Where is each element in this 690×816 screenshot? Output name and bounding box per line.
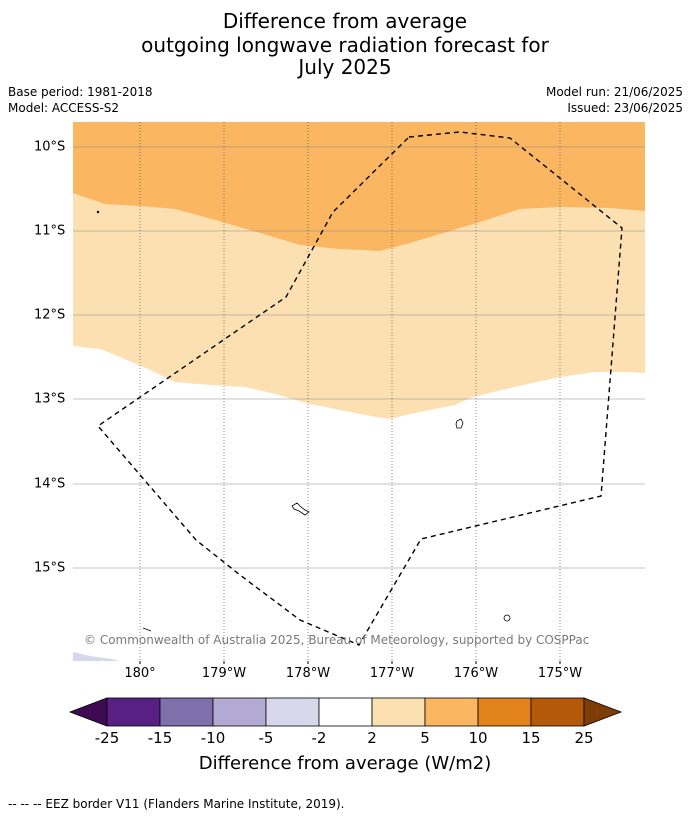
colorbar-tick-label: 25 [574, 729, 594, 747]
copyright-notice: © Commonwealth of Australia 2025, Bureau… [84, 633, 590, 647]
island-dot [96, 210, 100, 214]
lon-label-177w: 177°W [369, 666, 415, 681]
colorbar-tick-label: -15 [147, 729, 173, 747]
colorbar-segment [424, 697, 479, 727]
colorbar-tick-label: -10 [200, 729, 226, 747]
lat-label-10s: 10°S [34, 139, 66, 155]
title-line-3: July 2025 [298, 55, 392, 79]
lat-label-13s: 13°S [34, 391, 66, 407]
lat-label-11s: 11°S [34, 223, 66, 239]
lon-ticks [139, 661, 561, 664]
title-line-1: Difference from average [222, 9, 468, 33]
lon-label-180: 180° [124, 666, 156, 681]
island-fakaofo [455, 418, 464, 429]
model-name: Model: ACCESS-S2 [8, 101, 120, 115]
colorbar-segment [477, 697, 532, 727]
colorbar-segment [265, 697, 320, 727]
colorbar-tick-label: 5 [420, 729, 430, 747]
lon-label-179w: 179°W [201, 666, 247, 681]
colorbar-segment [106, 697, 161, 727]
lon-label-178w: 178°W [285, 666, 331, 681]
anomaly-area-neg-2-5 [73, 652, 120, 661]
colorbar-segment [159, 697, 214, 727]
footer-eez-note: -- -- -- EEZ border V11 (Flanders Marine… [8, 797, 345, 811]
issued-date: Issued: 23/06/2025 [567, 101, 683, 115]
title-line-2: outgoing longwave radiation forecast for [141, 33, 549, 57]
colorbar-segment [318, 697, 373, 727]
colorbar-tick-label: 15 [521, 729, 541, 747]
lon-label-175w: 175°W [537, 666, 583, 681]
graticule [73, 146, 645, 569]
colorbar-segment [212, 697, 267, 727]
island-coast-sw [142, 627, 152, 632]
lon-label-176w: 176°W [453, 666, 499, 681]
colorbar-tick-label: -5 [258, 729, 274, 747]
colorbar-tick-label: 2 [367, 729, 377, 747]
colorbar-title: Difference from average (W/m2) [198, 753, 492, 774]
islands [96, 210, 511, 632]
lat-label-14s: 14°S [34, 476, 66, 492]
base-period: Base period: 1981-2018 [8, 85, 153, 99]
colorbar-arrow-high [583, 697, 623, 727]
model-run: Model run: 21/06/2025 [545, 85, 683, 99]
anomaly-area-5-10 [73, 122, 645, 251]
colorbar-arrow-low [68, 697, 108, 727]
colorbar-tick-label: -25 [94, 729, 120, 747]
colorbar [68, 697, 623, 727]
colorbar-segment [371, 697, 426, 727]
island-wallis [291, 502, 310, 516]
colorbar-segment [530, 697, 585, 727]
island-small [503, 614, 511, 622]
lat-label-15s: 15°S [34, 560, 66, 576]
colorbar-tick-label: -2 [311, 729, 327, 747]
colorbar-tick-label: 10 [468, 729, 488, 747]
lat-label-12s: 12°S [34, 307, 66, 323]
